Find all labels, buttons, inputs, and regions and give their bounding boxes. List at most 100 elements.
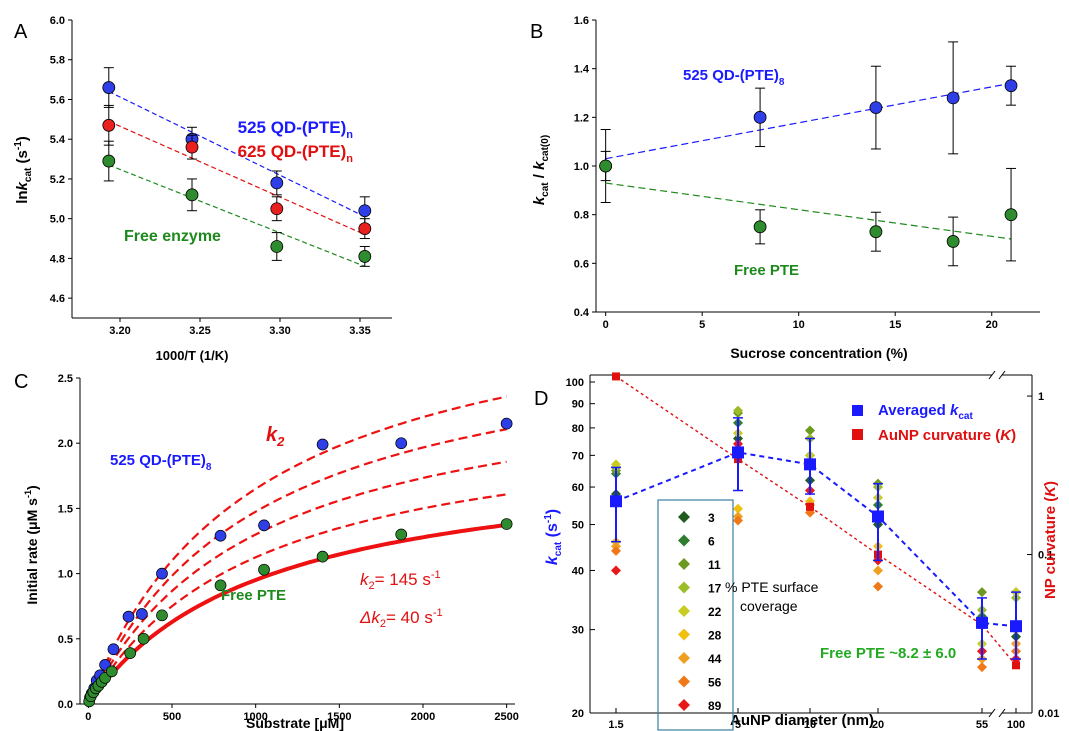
panel-c-mm-fit-dashed-1 — [87, 493, 507, 705]
coverage-legend-value: 89 — [708, 699, 722, 713]
panel-b-data-point — [946, 235, 960, 248]
panel-d-coverage-point — [733, 405, 743, 416]
panel-a-fit-line-2 — [108, 164, 366, 267]
panel-d-axis-break — [988, 370, 996, 380]
panel-b-fit-line-0 — [605, 82, 1012, 160]
panel-c-xtick-label: 0 — [85, 711, 91, 723]
coverage-legend-marker — [678, 534, 690, 547]
panel-d-averaged-point — [872, 510, 884, 523]
panel-d-y2label: NP curvature (K) — [1042, 481, 1059, 599]
panel-c-axes: 0 500 1000 1500 2000 2500 0.0 0.5 1.0 1.5 2.0 2.5 — [58, 373, 519, 723]
coverage-caption-1: % PTE surface — [725, 579, 819, 595]
coverage-legend-value: 28 — [708, 629, 722, 643]
panel-d-coverage-point — [977, 662, 987, 673]
legend-curvature: AuNP curvature (K) — [878, 427, 1016, 444]
panel-label-c: C — [14, 371, 28, 393]
panel-d-averaged-point — [610, 495, 622, 508]
panel-d-ytick-label: 20 — [572, 708, 584, 720]
coverage-legend-value: 17 — [708, 582, 722, 596]
panel-d-coverage-point — [733, 503, 743, 514]
panel-d-ytick-label: 80 — [572, 423, 584, 435]
panel-d-xlabel: AuNP diameter (nm) — [730, 712, 874, 729]
legend-averaged-kcat: Averaged kcat — [878, 402, 973, 422]
panel-b-xlabel: Sucrose concentration (%) — [730, 345, 907, 361]
panel-b-ytick-label: 1.2 — [574, 112, 589, 124]
legend-free-pte-b: Free PTE — [734, 262, 799, 279]
panel-b-data-point — [599, 159, 613, 173]
panel-d-axes: 20 30 40 50 60 70 80 90 100 0.01 0.1 1 1.5 5 10 20 55 100 — [566, 370, 1059, 731]
panel-a-xlabel: 1000/T (1/K) — [156, 348, 229, 363]
panel-d-ylabel: kcat (s-1) — [543, 509, 564, 565]
panel-a-ytick-label: 5.4 — [50, 134, 66, 146]
panel-b-xtick-label: 20 — [986, 319, 998, 331]
panel-a-xtick-label: 3.25 — [189, 325, 210, 337]
panel-d-y2tick-label: 0.1 — [1038, 550, 1053, 562]
panel-a-data-point — [102, 118, 116, 132]
panel-d-coverage-point — [805, 425, 815, 436]
panel-b-data-point — [869, 225, 883, 239]
legend-525-qd-b: 525 QD-(PTE)8 — [683, 67, 785, 88]
panel-c-xtick-label: 500 — [163, 711, 181, 723]
panel-c-xtick-label: 1000 — [243, 711, 267, 723]
coverage-legend: 3 6 11 17 22 28 44 56 89 — [678, 511, 722, 713]
coverage-legend-marker — [678, 699, 690, 711]
panel-c-mm-fit-dashed-3 — [87, 428, 507, 705]
panel-d-coverage-point — [611, 545, 621, 556]
panel-d-xtick-label: 5 — [735, 719, 741, 731]
coverage-legend-marker — [678, 558, 690, 570]
panel-c-xlabel: Substrate [μM] — [246, 715, 344, 731]
panel-d-axis-break — [988, 708, 996, 718]
panel-d-ytick-label: 40 — [572, 565, 584, 577]
panel-c-data-point — [258, 519, 270, 532]
free-pte-note: Free PTE ~8.2 ± 6.0 — [820, 645, 956, 662]
panel-b-xtick-label: 10 — [793, 319, 805, 331]
panel-d-coverage-point — [873, 581, 883, 592]
panel-a-ytick-label: 6.0 — [50, 15, 65, 27]
panel-a-ytick-label: 4.8 — [50, 253, 65, 265]
panel-c-data-point — [124, 647, 137, 659]
panel-c-mm-fit-solid — [86, 522, 507, 706]
panel-c-data-point — [156, 609, 168, 622]
panel-a-data-point — [270, 240, 284, 253]
panel-b-xtick-label: 15 — [889, 319, 901, 331]
panel-a-xtick-label: 3.35 — [349, 325, 370, 337]
panel-d-ytick-label: 90 — [572, 399, 584, 411]
panel-c-data-point — [395, 437, 408, 450]
panel-d-averaged-point — [976, 616, 988, 629]
coverage-legend-value: 22 — [708, 605, 722, 619]
panel-c-ytick-label: 0.5 — [58, 634, 73, 646]
panel-d-ytick-label: 50 — [572, 520, 584, 532]
panel-d-coverage-point — [873, 565, 883, 576]
panel-c-ytick-label: 2.5 — [58, 373, 73, 385]
panel-c-xtick-label: 2000 — [411, 711, 435, 723]
panel-b-ytick-label: 1.6 — [574, 15, 589, 27]
panel-a-ylabel: lnkcat (s-1) — [13, 136, 34, 204]
panel-d-xtick-label: 20 — [872, 719, 884, 731]
coverage-legend-marker — [678, 652, 690, 664]
panel-label-d: D — [534, 388, 548, 410]
panel-d-coverage-point — [977, 587, 987, 598]
panel-c-xtick-label: 1500 — [327, 711, 351, 723]
panel-d-ytick-label: 70 — [572, 450, 584, 462]
panel-c-data-point — [107, 643, 120, 656]
panel-a-data-point — [185, 140, 199, 154]
panel-c-data-point — [105, 665, 118, 678]
panel-d-xtick-label: 100 — [1007, 719, 1025, 731]
panel-c-marks — [83, 395, 513, 708]
panel-d-y2tick-label: 1 — [1038, 391, 1044, 403]
coverage-legend-marker — [678, 675, 690, 688]
panel-d-ytick-label: 30 — [572, 625, 584, 637]
panel-c-data-point — [136, 608, 148, 620]
k2-label: k2 — [266, 424, 285, 449]
panel-d: D 20 30 40 50 60 70 80 90 100 0.01 0.1 1 1.5 5 10 20 55 1… — [534, 370, 1059, 731]
panel-c-ylabel: Initial rate (μM s-1) — [23, 485, 40, 604]
panel-a-data-point — [185, 188, 199, 202]
dk2-value: Δk2= 40 s-1 — [359, 607, 443, 630]
panel-a: A 3.20 3.25 3.30 3.35 4.6 4.8 5.0 5.2 5.4 5.6 5.8 6… — [13, 15, 392, 363]
panel-c-data-point — [214, 579, 227, 592]
panel-d-curvature-point — [612, 372, 620, 381]
panel-c-data-point — [258, 563, 270, 576]
panel-b-ylabel: kcat / kcat(0) — [531, 135, 551, 205]
legend-marker-curvature — [852, 429, 863, 440]
legend-625-qd-a: 625 QD-(PTE)n — [238, 142, 354, 165]
